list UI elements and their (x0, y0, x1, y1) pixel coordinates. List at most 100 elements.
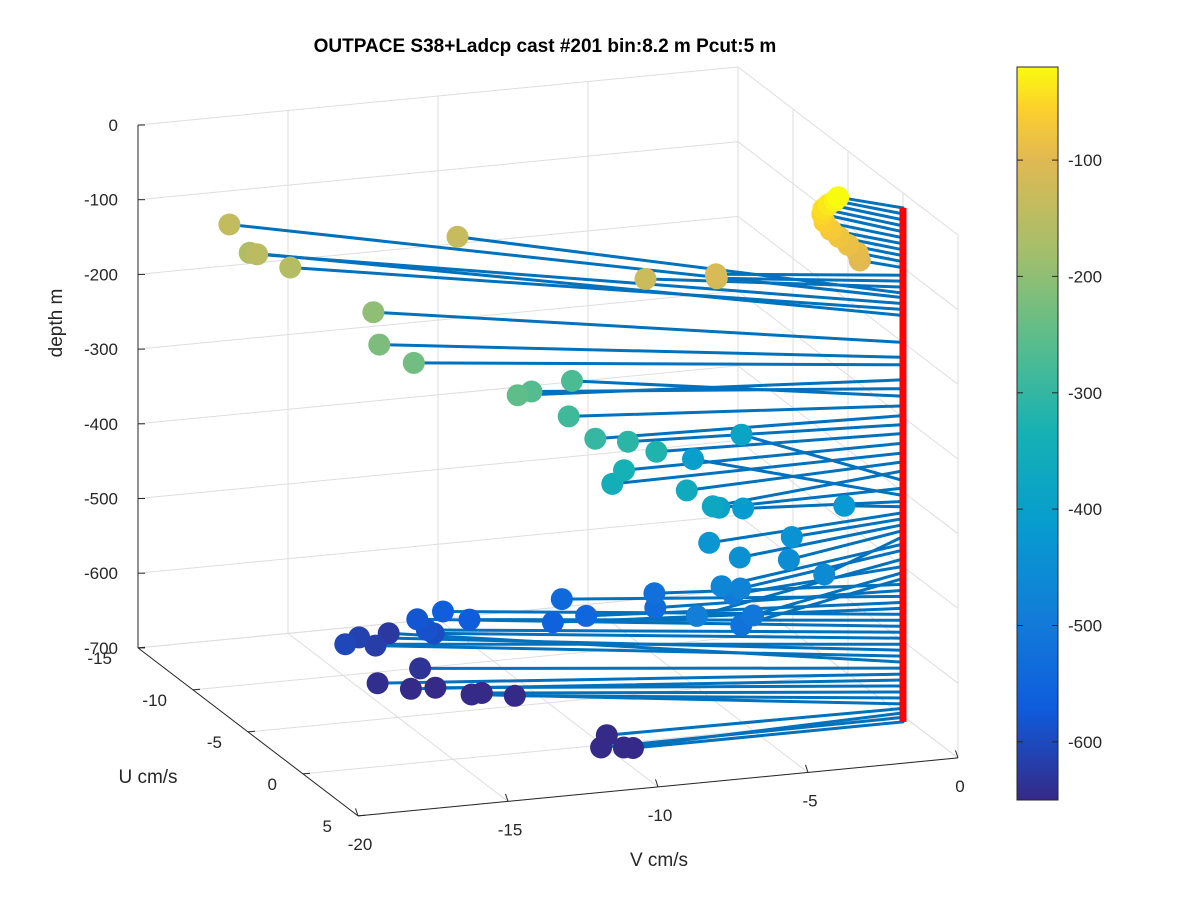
data-point (730, 423, 753, 446)
z-tick-label: 0 (109, 116, 118, 135)
velocity-vector (432, 631, 905, 640)
data-point (446, 225, 469, 248)
y-tick-label: 0 (268, 775, 277, 794)
colorbar-tick-label: -400 (1068, 500, 1102, 519)
data-point (575, 604, 598, 627)
data-point (334, 633, 357, 656)
velocity-vector (599, 715, 905, 749)
velocity-vector (720, 542, 905, 588)
data-point (218, 213, 241, 236)
x-tick-mark (805, 764, 809, 773)
x-tick-label: -5 (802, 791, 817, 810)
data-point (541, 611, 564, 634)
data-point (612, 736, 635, 759)
data-point (561, 369, 583, 392)
chart-title: OUTPACE S38+Ladcp cast #201 bin:8.2 m Pc… (314, 36, 777, 57)
velocity-vector (715, 276, 905, 283)
y-tick-label: 5 (323, 817, 332, 836)
colorbar-tick-label: -600 (1068, 733, 1102, 752)
velocity-vector (470, 693, 905, 706)
z-tick-label: -300 (84, 340, 118, 359)
velocity-vector (622, 441, 905, 472)
data-point (645, 440, 668, 463)
velocity-vector (740, 433, 905, 483)
velocity-vector (288, 266, 905, 311)
data-point (729, 577, 752, 600)
data-point (402, 351, 425, 374)
velocity-vector (357, 635, 905, 652)
y-tick-mark (192, 688, 201, 691)
y-tick-mark (302, 772, 311, 775)
axes-3d: 0-100-200-300-400-500-600-700-15-10-505-… (84, 66, 965, 854)
x-tick-mark (355, 808, 359, 817)
data-point (643, 582, 666, 605)
grid-line-z (137, 215, 739, 275)
data-point (827, 186, 850, 209)
colorbar-tick-label: -200 (1068, 267, 1102, 286)
velocity-vector (738, 523, 905, 559)
data-point (732, 497, 755, 520)
data-point (424, 676, 447, 699)
data-point (399, 677, 422, 700)
colorbar-tick-label: -500 (1068, 617, 1102, 636)
velocity-vector (653, 588, 905, 610)
tick-layer: 0-100-200-300-400-500-600-700-15-10-505-… (84, 116, 965, 854)
velocity-vector (626, 423, 905, 444)
x-tick-label: 0 (955, 777, 964, 796)
data-point (584, 427, 607, 450)
z-tick-label: -200 (84, 265, 118, 284)
data-point (432, 600, 454, 623)
data-point (617, 430, 639, 453)
data-point (705, 263, 727, 286)
data-point (409, 657, 432, 680)
velocity-vector (652, 582, 905, 595)
grid-line-z (137, 514, 739, 574)
y-tick-mark (247, 730, 256, 733)
data-point (470, 682, 493, 704)
data-point (675, 479, 698, 502)
x-tick-mark (505, 793, 509, 802)
data-point (595, 724, 618, 747)
data-point (550, 588, 573, 611)
data-point (406, 608, 429, 631)
z-tick-label: -700 (84, 639, 118, 658)
grid-line-z (137, 440, 739, 499)
data-point (780, 526, 803, 548)
velocity-vector (425, 628, 905, 634)
grid-line-z-right (737, 66, 959, 236)
velocity-vector (456, 235, 905, 295)
grid-line-z-right (737, 290, 959, 460)
data-point (458, 608, 481, 631)
velocity-vector (822, 535, 905, 576)
data-point (813, 563, 836, 586)
x-tick-label: -20 (348, 835, 373, 854)
velocity-vector (605, 706, 905, 737)
data-point (246, 243, 269, 266)
velocity-vector (387, 631, 905, 664)
velocity-vector (480, 690, 905, 695)
z-tick-label: -600 (84, 564, 118, 583)
data-point (701, 495, 724, 518)
velocity-vector (415, 617, 905, 628)
grid-line-z (137, 141, 739, 201)
data-point (364, 634, 387, 657)
data-point (503, 684, 526, 707)
velocity-vector (787, 529, 905, 562)
z-tick-label: -100 (84, 191, 118, 210)
data-point (682, 448, 704, 471)
velocity-vector (790, 517, 905, 539)
data-point (634, 267, 657, 290)
velocity-vector (412, 361, 905, 367)
y-tick-mark (357, 814, 366, 817)
velocity-vector (631, 720, 905, 750)
velocity-vector (820, 212, 905, 234)
velocity-vector (530, 387, 905, 393)
data-point (506, 384, 529, 407)
colorbar: -100 -200 -300 -400 -500 -600 (1016, 66, 1102, 801)
data-point (742, 604, 764, 627)
velocity-vector (374, 644, 905, 658)
data-point (728, 546, 751, 569)
data-point (698, 531, 721, 554)
z-tick-label: -500 (84, 490, 118, 509)
velocity-vector (433, 684, 905, 690)
